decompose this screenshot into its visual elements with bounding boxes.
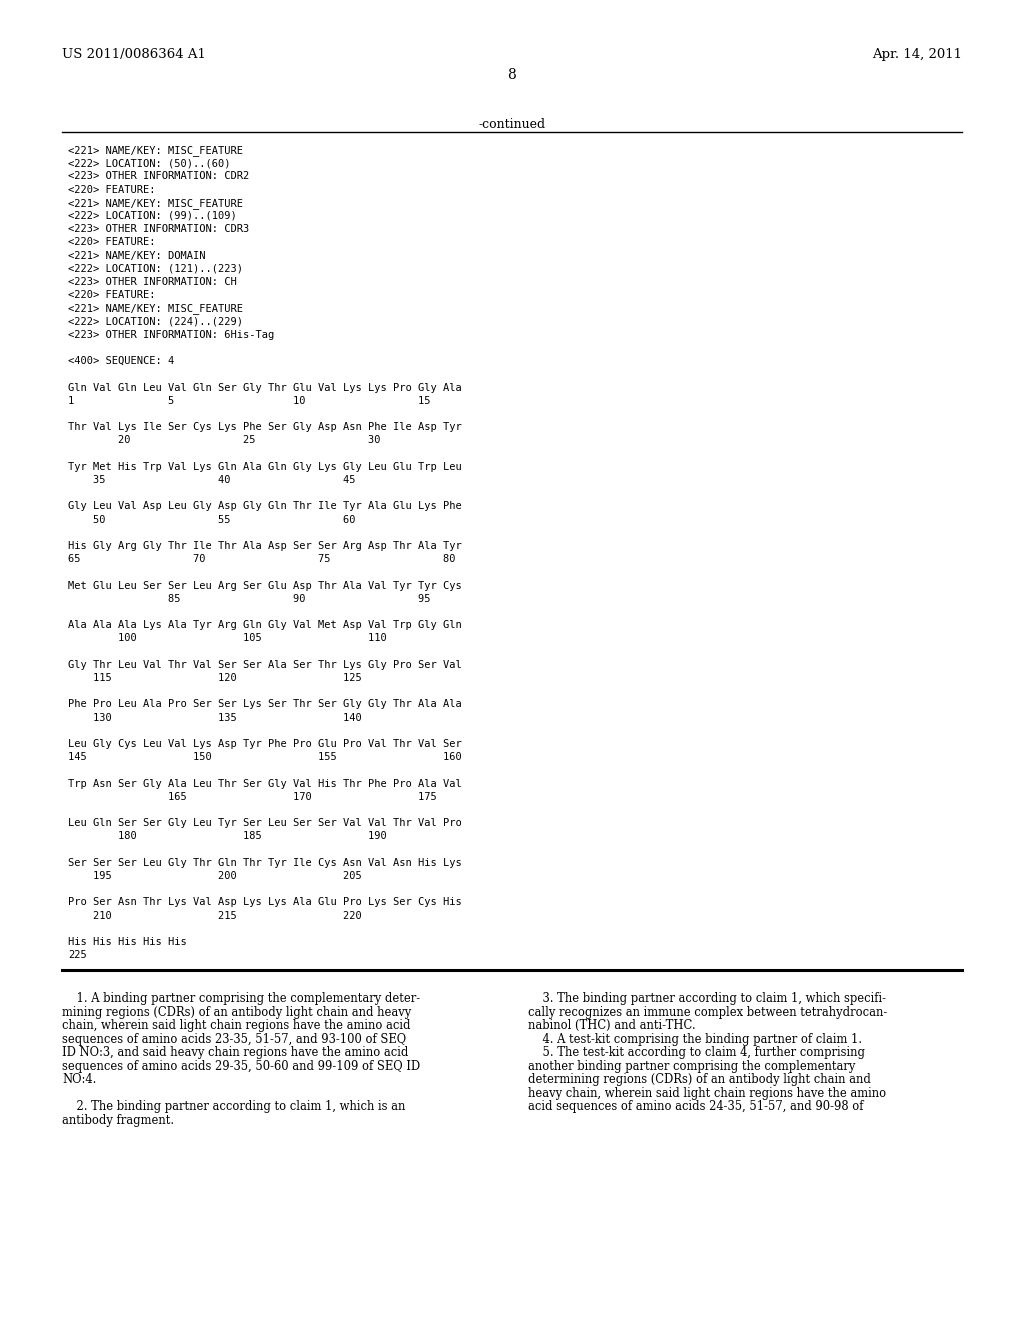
Text: <223> OTHER INFORMATION: CDR2: <223> OTHER INFORMATION: CDR2: [68, 172, 249, 181]
Text: US 2011/0086364 A1: US 2011/0086364 A1: [62, 48, 206, 61]
Text: Tyr Met His Trp Val Lys Gln Ala Gln Gly Lys Gly Leu Glu Trp Leu: Tyr Met His Trp Val Lys Gln Ala Gln Gly …: [68, 462, 462, 471]
Text: 195                 200                 205: 195 200 205: [68, 871, 361, 880]
Text: antibody fragment.: antibody fragment.: [62, 1114, 174, 1127]
Text: 165                 170                 175: 165 170 175: [68, 792, 437, 801]
Text: 20                  25                  30: 20 25 30: [68, 436, 381, 445]
Text: 65                  70                  75                  80: 65 70 75 80: [68, 554, 456, 564]
Text: sequences of amino acids 23-35, 51-57, and 93-100 of SEQ: sequences of amino acids 23-35, 51-57, a…: [62, 1032, 407, 1045]
Text: Leu Gly Cys Leu Val Lys Asp Tyr Phe Pro Glu Pro Val Thr Val Ser: Leu Gly Cys Leu Val Lys Asp Tyr Phe Pro …: [68, 739, 462, 748]
Text: <221> NAME/KEY: MISC_FEATURE: <221> NAME/KEY: MISC_FEATURE: [68, 304, 243, 314]
Text: 5. The test-kit according to claim 4, further comprising: 5. The test-kit according to claim 4, fu…: [528, 1047, 865, 1059]
Text: <400> SEQUENCE: 4: <400> SEQUENCE: 4: [68, 356, 174, 366]
Text: 100                 105                 110: 100 105 110: [68, 634, 387, 643]
Text: acid sequences of amino acids 24-35, 51-57, and 90-98 of: acid sequences of amino acids 24-35, 51-…: [528, 1100, 863, 1113]
Text: 210                 215                 220: 210 215 220: [68, 911, 361, 920]
Text: 1               5                   10                  15: 1 5 10 15: [68, 396, 430, 405]
Text: 8: 8: [508, 69, 516, 82]
Text: Leu Gln Ser Ser Gly Leu Tyr Ser Leu Ser Ser Val Val Thr Val Pro: Leu Gln Ser Ser Gly Leu Tyr Ser Leu Ser …: [68, 818, 462, 828]
Text: -continued: -continued: [478, 117, 546, 131]
Text: Pro Ser Asn Thr Lys Val Asp Lys Lys Ala Glu Pro Lys Ser Cys His: Pro Ser Asn Thr Lys Val Asp Lys Lys Ala …: [68, 898, 462, 907]
Text: Met Glu Leu Ser Ser Leu Arg Ser Glu Asp Thr Ala Val Tyr Tyr Cys: Met Glu Leu Ser Ser Leu Arg Ser Glu Asp …: [68, 581, 462, 590]
Text: Ala Ala Ala Lys Ala Tyr Arg Gln Gly Val Met Asp Val Trp Gly Gln: Ala Ala Ala Lys Ala Tyr Arg Gln Gly Val …: [68, 620, 462, 630]
Text: determining regions (CDRs) of an antibody light chain and: determining regions (CDRs) of an antibod…: [528, 1073, 870, 1086]
Text: ID NO:3, and said heavy chain regions have the amino acid: ID NO:3, and said heavy chain regions ha…: [62, 1047, 409, 1059]
Text: 35                  40                  45: 35 40 45: [68, 475, 355, 484]
Text: 3. The binding partner according to claim 1, which specifi-: 3. The binding partner according to clai…: [528, 993, 886, 1006]
Text: 130                 135                 140: 130 135 140: [68, 713, 361, 722]
Text: <223> OTHER INFORMATION: 6His-Tag: <223> OTHER INFORMATION: 6His-Tag: [68, 330, 274, 339]
Text: 145                 150                 155                 160: 145 150 155 160: [68, 752, 462, 762]
Text: <221> NAME/KEY: DOMAIN: <221> NAME/KEY: DOMAIN: [68, 251, 206, 260]
Text: Gln Val Gln Leu Val Gln Ser Gly Thr Glu Val Lys Lys Pro Gly Ala: Gln Val Gln Leu Val Gln Ser Gly Thr Glu …: [68, 383, 462, 392]
Text: <222> LOCATION: (50)..(60): <222> LOCATION: (50)..(60): [68, 158, 230, 168]
Text: 2. The binding partner according to claim 1, which is an: 2. The binding partner according to clai…: [62, 1100, 406, 1113]
Text: <222> LOCATION: (121)..(223): <222> LOCATION: (121)..(223): [68, 264, 243, 273]
Text: Trp Asn Ser Gly Ala Leu Thr Ser Gly Val His Thr Phe Pro Ala Val: Trp Asn Ser Gly Ala Leu Thr Ser Gly Val …: [68, 779, 462, 788]
Text: Gly Leu Val Asp Leu Gly Asp Gly Gln Thr Ile Tyr Ala Glu Lys Phe: Gly Leu Val Asp Leu Gly Asp Gly Gln Thr …: [68, 502, 462, 511]
Text: another binding partner comprising the complementary: another binding partner comprising the c…: [528, 1060, 855, 1073]
Text: 180                 185                 190: 180 185 190: [68, 832, 387, 841]
Text: cally recognizes an immune complex between tetrahydrocan-: cally recognizes an immune complex betwe…: [528, 1006, 887, 1019]
Text: <223> OTHER INFORMATION: CDR3: <223> OTHER INFORMATION: CDR3: [68, 224, 249, 234]
Text: Apr. 14, 2011: Apr. 14, 2011: [872, 48, 962, 61]
Text: Ser Ser Ser Leu Gly Thr Gln Thr Tyr Ile Cys Asn Val Asn His Lys: Ser Ser Ser Leu Gly Thr Gln Thr Tyr Ile …: [68, 858, 462, 867]
Text: mining regions (CDRs) of an antibody light chain and heavy: mining regions (CDRs) of an antibody lig…: [62, 1006, 412, 1019]
Text: 115                 120                 125: 115 120 125: [68, 673, 361, 682]
Text: 4. A test-kit comprising the binding partner of claim 1.: 4. A test-kit comprising the binding par…: [528, 1032, 862, 1045]
Text: heavy chain, wherein said light chain regions have the amino: heavy chain, wherein said light chain re…: [528, 1086, 886, 1100]
Text: 1. A binding partner comprising the complementary deter-: 1. A binding partner comprising the comp…: [62, 993, 420, 1006]
Text: 85                  90                  95: 85 90 95: [68, 594, 430, 603]
Text: <220> FEATURE:: <220> FEATURE:: [68, 290, 156, 300]
Text: His His His His His: His His His His His: [68, 937, 186, 946]
Text: Phe Pro Leu Ala Pro Ser Ser Lys Ser Thr Ser Gly Gly Thr Ala Ala: Phe Pro Leu Ala Pro Ser Ser Lys Ser Thr …: [68, 700, 462, 709]
Text: <223> OTHER INFORMATION: CH: <223> OTHER INFORMATION: CH: [68, 277, 237, 286]
Text: chain, wherein said light chain regions have the amino acid: chain, wherein said light chain regions …: [62, 1019, 411, 1032]
Text: <221> NAME/KEY: MISC_FEATURE: <221> NAME/KEY: MISC_FEATURE: [68, 145, 243, 156]
Text: Thr Val Lys Ile Ser Cys Lys Phe Ser Gly Asp Asn Phe Ile Asp Tyr: Thr Val Lys Ile Ser Cys Lys Phe Ser Gly …: [68, 422, 462, 432]
Text: His Gly Arg Gly Thr Ile Thr Ala Asp Ser Ser Arg Asp Thr Ala Tyr: His Gly Arg Gly Thr Ile Thr Ala Asp Ser …: [68, 541, 462, 550]
Text: <220> FEATURE:: <220> FEATURE:: [68, 185, 156, 194]
Text: NO:4.: NO:4.: [62, 1073, 96, 1086]
Text: sequences of amino acids 29-35, 50-60 and 99-109 of SEQ ID: sequences of amino acids 29-35, 50-60 an…: [62, 1060, 420, 1073]
Text: Gly Thr Leu Val Thr Val Ser Ser Ala Ser Thr Lys Gly Pro Ser Val: Gly Thr Leu Val Thr Val Ser Ser Ala Ser …: [68, 660, 462, 669]
Text: 225: 225: [68, 950, 87, 960]
Text: <220> FEATURE:: <220> FEATURE:: [68, 238, 156, 247]
Text: <222> LOCATION: (224)..(229): <222> LOCATION: (224)..(229): [68, 317, 243, 326]
Text: <221> NAME/KEY: MISC_FEATURE: <221> NAME/KEY: MISC_FEATURE: [68, 198, 243, 209]
Text: <222> LOCATION: (99)..(109): <222> LOCATION: (99)..(109): [68, 211, 237, 220]
Text: 50                  55                  60: 50 55 60: [68, 515, 355, 524]
Text: nabinol (THC) and anti-THC.: nabinol (THC) and anti-THC.: [528, 1019, 695, 1032]
